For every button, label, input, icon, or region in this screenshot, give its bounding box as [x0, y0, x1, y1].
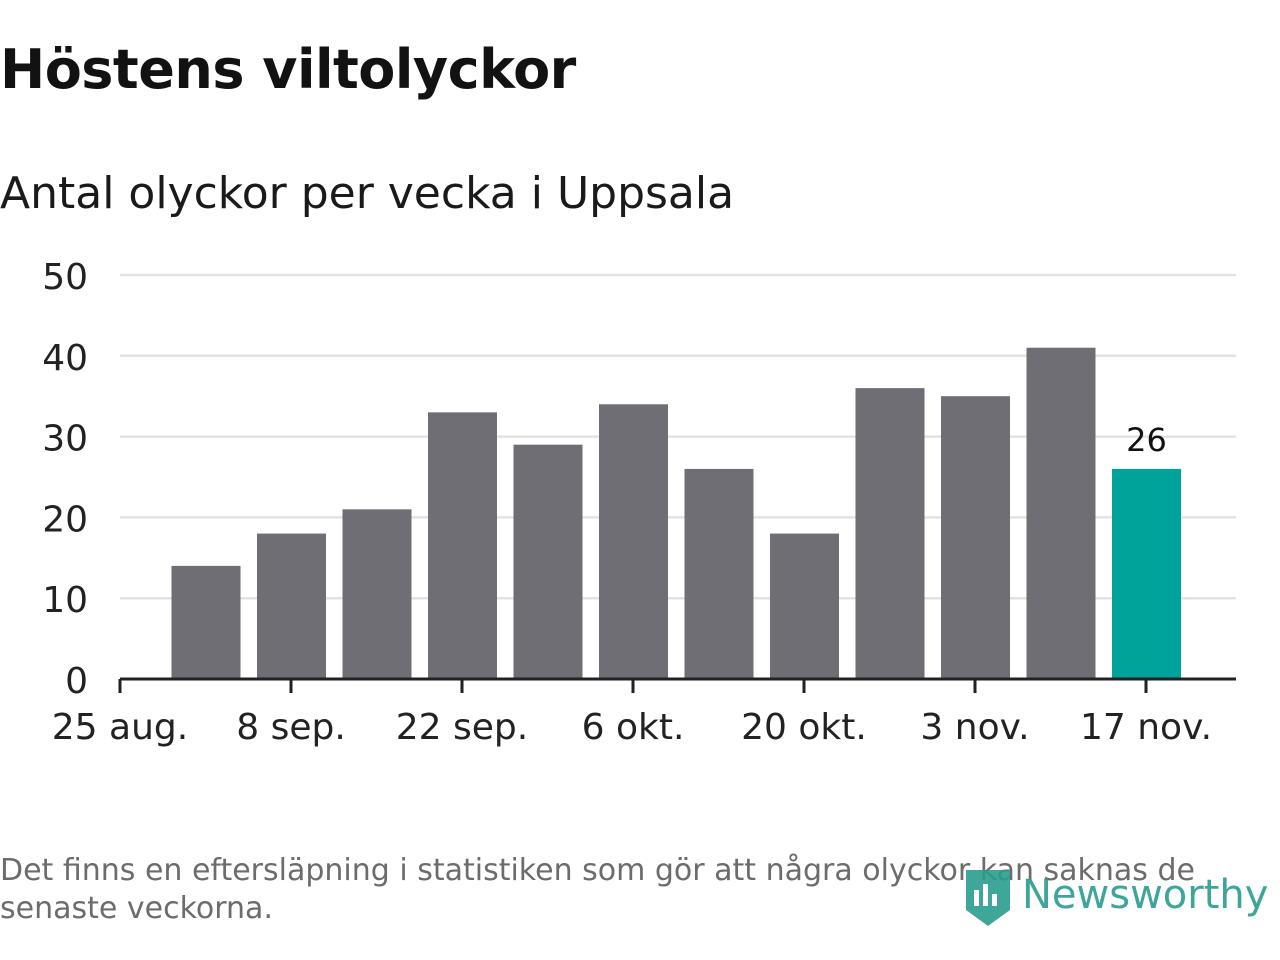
- y-tick-label: 40: [42, 338, 88, 379]
- brand-name: Newsworthy: [1022, 872, 1269, 918]
- x-tick-label: 6 okt.: [582, 707, 685, 748]
- x-tick-label: 25 aug.: [52, 707, 188, 748]
- data-label: 26: [1126, 421, 1167, 459]
- x-tick-label: 3 nov.: [920, 707, 1029, 748]
- bar: [171, 565, 241, 679]
- bar: [257, 533, 326, 679]
- highlight-bar: [1112, 468, 1181, 679]
- bar: [428, 412, 497, 679]
- chart-title: Höstens viltolyckor: [0, 38, 576, 101]
- x-tick-label: 20 okt.: [741, 707, 867, 748]
- x-tick-label: 8 sep.: [236, 707, 346, 748]
- y-tick-label: 10: [42, 580, 88, 621]
- bar: [941, 396, 1010, 679]
- y-tick-label: 0: [65, 661, 88, 702]
- newsworthy-logo-icon: [966, 870, 1010, 926]
- brand-logo: Newsworthy: [962, 860, 1268, 930]
- x-tick-label: 22 sep.: [396, 707, 528, 748]
- x-tick-label: 17 nov.: [1080, 707, 1212, 748]
- bar: [513, 444, 583, 679]
- y-tick-label: 20: [42, 499, 88, 540]
- bar: [599, 404, 668, 679]
- chart-subtitle: Antal olyckor per vecka i Uppsala: [0, 168, 735, 219]
- bar: [1026, 347, 1096, 679]
- bar: [684, 468, 754, 679]
- bar: [770, 533, 839, 679]
- bar: [855, 388, 925, 679]
- y-tick-label: 50: [42, 257, 88, 298]
- y-tick-label: 30: [42, 419, 88, 460]
- bar: [342, 509, 412, 679]
